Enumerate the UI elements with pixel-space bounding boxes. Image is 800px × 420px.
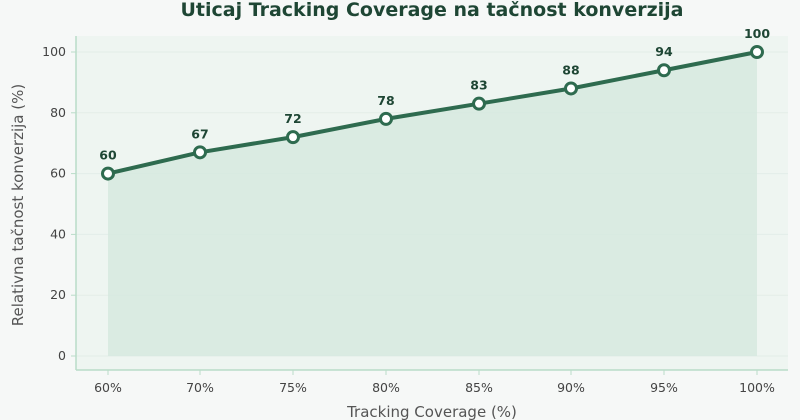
data-point (657, 63, 671, 78)
data-point (564, 81, 578, 96)
y-tick-label: 80 (50, 105, 66, 120)
data-point (286, 130, 300, 145)
x-tick-label: 100% (739, 380, 775, 395)
x-tick-label: 80% (372, 380, 400, 395)
y-axis-label: Relativna tačnost konverzija (%) (9, 84, 27, 326)
data-label: 83 (470, 78, 487, 93)
area-fill (108, 52, 757, 356)
data-label: 60 (99, 148, 117, 163)
x-tick-label: 95% (650, 380, 678, 395)
x-axis-label: Tracking Coverage (%) (346, 403, 517, 420)
data-point (750, 45, 764, 59)
data-label: 88 (562, 62, 579, 77)
data-label: 72 (284, 111, 301, 126)
y-tick-label: 100 (42, 44, 66, 59)
x-tick-label: 70% (186, 380, 214, 395)
y-tick-label: 40 (50, 226, 66, 241)
data-point (101, 166, 115, 181)
x-tick-label: 75% (279, 380, 307, 395)
y-tick-label: 20 (50, 287, 66, 302)
data-label: 94 (655, 44, 673, 59)
x-tick-label: 90% (557, 380, 585, 395)
x-tick-label: 85% (465, 380, 493, 395)
data-point (472, 96, 486, 111)
data-points (101, 45, 764, 181)
data-labels: 60 67 72 78 83 88 94 100 (99, 26, 770, 163)
data-point (193, 145, 207, 160)
data-label: 100 (744, 26, 770, 41)
y-tick-label: 0 (58, 348, 66, 363)
series-line (106, 50, 759, 176)
x-tick-label: 60% (94, 380, 122, 395)
y-tick-label: 60 (50, 166, 66, 181)
data-point (379, 111, 393, 126)
data-label: 78 (377, 93, 394, 108)
x-ticks: 60% 70% 75% 80% 85% 90% 95% 100% (94, 370, 775, 395)
y-ticks: 0 20 40 60 80 100 (42, 44, 76, 363)
chart-title: Uticaj Tracking Coverage na tačnost konv… (181, 0, 684, 21)
data-label: 67 (191, 126, 208, 141)
